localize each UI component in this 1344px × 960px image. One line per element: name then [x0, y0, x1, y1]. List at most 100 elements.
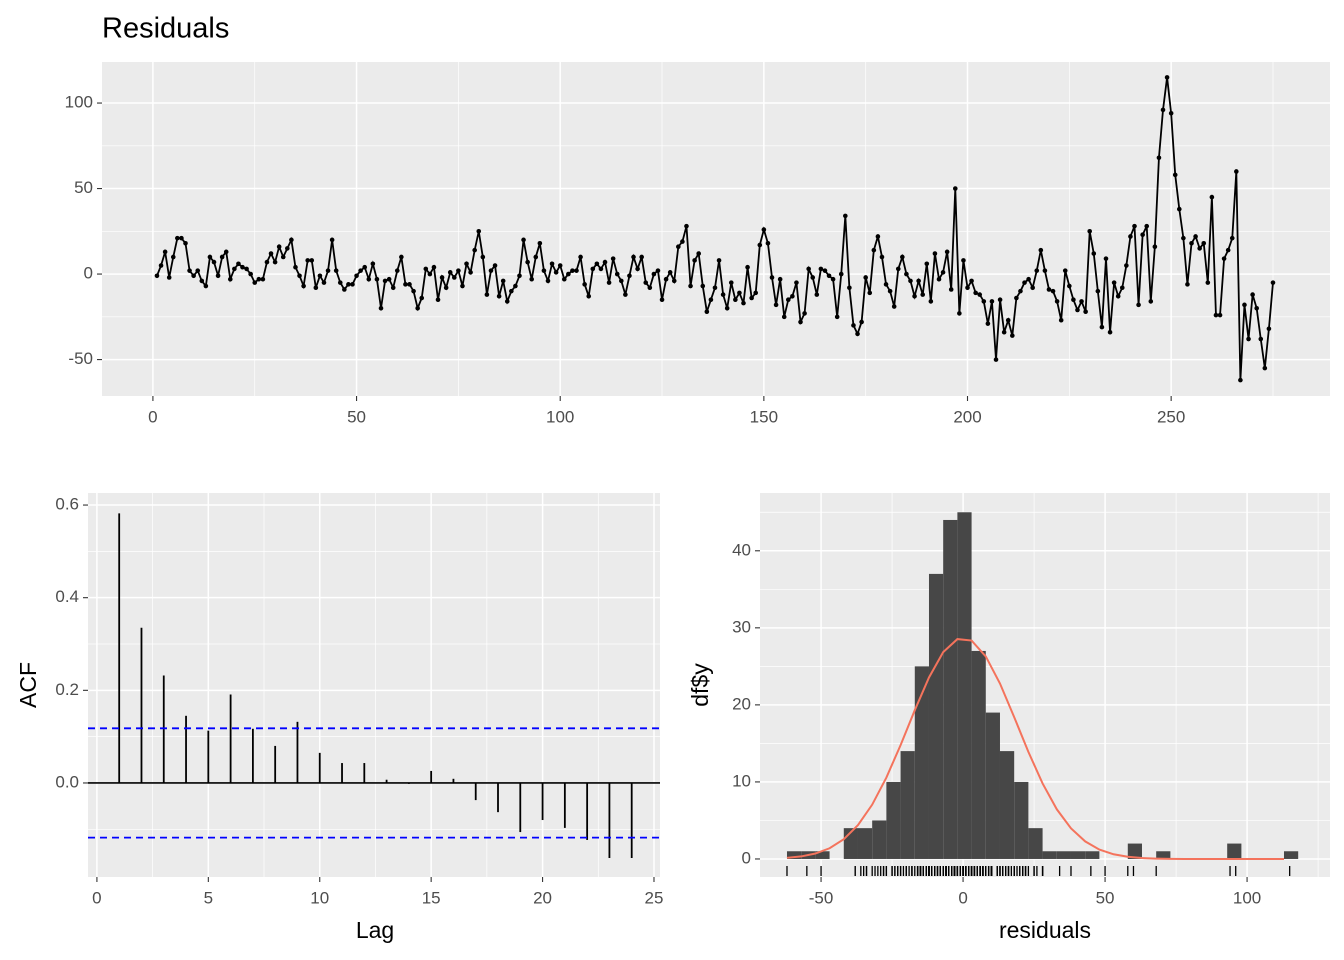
point — [818, 266, 824, 272]
point — [676, 244, 681, 250]
point — [1132, 223, 1137, 229]
point — [215, 273, 221, 279]
point — [680, 239, 685, 244]
y-axis-title: ACF — [15, 662, 41, 708]
y-tick-label: 0 — [742, 848, 751, 867]
point — [708, 297, 714, 303]
point — [545, 278, 551, 284]
point — [1152, 244, 1158, 250]
point — [386, 276, 392, 282]
x-axis-title: residuals — [999, 917, 1091, 943]
point — [627, 273, 632, 279]
point — [1217, 312, 1223, 318]
point — [1181, 235, 1186, 241]
point — [790, 293, 795, 299]
point — [659, 297, 665, 303]
point — [1177, 206, 1182, 212]
point — [1087, 229, 1092, 234]
point — [537, 240, 543, 246]
point — [1124, 263, 1129, 268]
histogram-bar — [1127, 843, 1142, 859]
point — [1193, 234, 1198, 239]
point — [394, 268, 400, 273]
point — [354, 273, 359, 279]
point — [1160, 107, 1166, 113]
point — [399, 254, 404, 260]
histogram-bar — [815, 851, 830, 859]
histogram-bar — [914, 666, 929, 859]
point — [1054, 299, 1060, 304]
point — [696, 251, 701, 256]
histogram-bar — [1156, 851, 1171, 859]
histogram-bar — [1227, 843, 1242, 859]
point — [940, 270, 946, 275]
point — [175, 235, 180, 241]
y-tick-label: 100 — [65, 93, 93, 112]
point — [1038, 247, 1044, 253]
point — [712, 285, 718, 291]
point — [806, 266, 811, 272]
point — [195, 268, 201, 273]
point — [358, 268, 363, 273]
point — [179, 235, 184, 241]
point — [1083, 309, 1088, 314]
point — [847, 285, 852, 291]
point — [1050, 288, 1056, 294]
y-tick-label: 40 — [732, 540, 751, 559]
point — [370, 261, 376, 267]
point — [223, 249, 229, 255]
point — [1042, 268, 1048, 273]
point — [684, 223, 689, 229]
point — [1229, 235, 1235, 241]
point — [997, 297, 1003, 303]
point — [1197, 246, 1202, 251]
point — [480, 254, 486, 260]
point — [1250, 292, 1255, 297]
point — [1103, 256, 1109, 261]
point — [655, 268, 661, 273]
point — [199, 278, 205, 284]
histogram-bar — [928, 573, 944, 859]
point — [211, 259, 217, 265]
histogram-bar — [786, 851, 802, 859]
point — [293, 264, 298, 270]
histogram-bar — [957, 512, 972, 859]
point — [578, 254, 583, 260]
histogram-bar — [1085, 851, 1100, 859]
point — [513, 283, 518, 289]
point — [1128, 234, 1133, 239]
point — [1213, 312, 1219, 318]
point — [619, 278, 624, 284]
point — [749, 295, 754, 301]
point — [1144, 223, 1150, 229]
x-tick-label: -50 — [809, 888, 834, 907]
density-curve — [786, 638, 1284, 860]
histogram-bar — [971, 650, 986, 859]
histogram-bar — [999, 751, 1015, 859]
point — [1246, 336, 1251, 342]
x-tick-label: 15 — [422, 888, 441, 907]
point — [285, 246, 290, 251]
point — [957, 311, 962, 316]
point — [883, 282, 889, 287]
point — [289, 237, 294, 243]
point — [427, 271, 433, 277]
point — [525, 259, 530, 265]
point — [993, 357, 999, 362]
point — [1001, 329, 1007, 335]
point — [1136, 302, 1141, 308]
point — [166, 275, 172, 280]
point — [688, 283, 693, 289]
point — [1254, 305, 1259, 311]
point — [798, 319, 803, 325]
point — [757, 242, 763, 248]
point — [851, 323, 856, 328]
point — [1119, 285, 1125, 291]
x-axis-title: Lag — [356, 917, 394, 943]
point — [419, 295, 425, 301]
point — [952, 186, 958, 191]
point — [904, 271, 909, 277]
point — [1095, 288, 1101, 294]
histogram-bar — [1056, 851, 1071, 859]
y-tick-label: -50 — [68, 349, 93, 368]
